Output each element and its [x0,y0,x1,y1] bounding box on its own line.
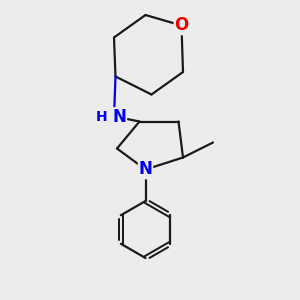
Text: N: N [139,160,152,178]
Text: O: O [174,16,189,34]
Text: N: N [112,108,126,126]
Text: H: H [96,110,107,124]
